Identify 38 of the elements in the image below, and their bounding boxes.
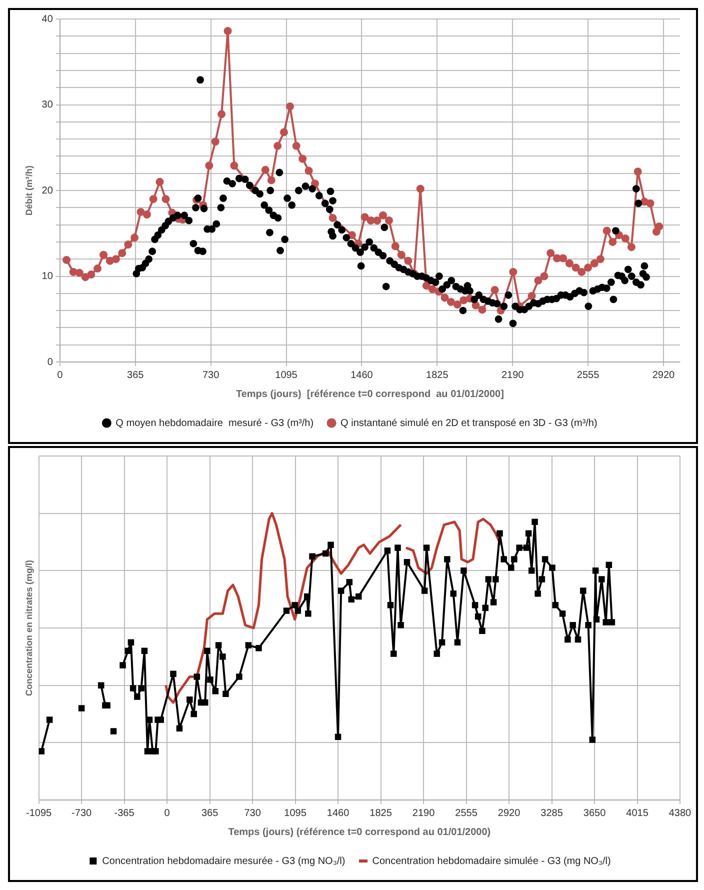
x-tick-label: 3650 — [583, 808, 606, 819]
x-tick-label: 3285 — [540, 808, 564, 819]
y-axis-title: Débit (m³/h) — [24, 166, 34, 216]
x-tick-label: 1460 — [326, 808, 350, 819]
x-tick-label: 1825 — [426, 370, 449, 381]
legend-label: Q instantané simulé en 2D et transposé en 3D - G3 (m³/h) — [340, 418, 598, 429]
y-tick-label: 20 — [42, 185, 54, 196]
legend-label: Q moyen hebdomadaire mesuré - G3 (m³/h) — [116, 418, 314, 429]
x-tick-label: 2555 — [455, 808, 478, 819]
x-tick-label: -1095 — [26, 808, 52, 819]
y-axis-title: Concentration en nitrates (mg/l) — [24, 560, 34, 696]
x-axis-title: Temps (jours) (référence t=0 correspond au 01/01/2000) — [228, 826, 491, 838]
y-tick-label: 0 — [47, 356, 54, 368]
x-tick-label: 1095 — [275, 370, 298, 381]
legend-label: Concentration hebdomadaire mesurée - G3 (mg NO₃/l) — [102, 856, 346, 867]
x-tick-label: 730 — [244, 808, 262, 819]
x-tick-label: 0 — [164, 808, 170, 819]
x-tick-label: 730 — [202, 370, 220, 381]
x-tick-label: 2190 — [501, 370, 524, 381]
x-tick-label: 365 — [201, 808, 219, 819]
x-tick-label: 1460 — [350, 370, 374, 381]
x-tick-label: 4015 — [626, 808, 649, 819]
x-tick-label: 2190 — [412, 808, 436, 819]
x-tick-label: 365 — [127, 370, 144, 381]
x-tick-label: 1095 — [284, 808, 307, 819]
y-tick-label: 40 — [42, 14, 54, 25]
x-tick-label: 1825 — [370, 808, 392, 819]
y-tick-label: 30 — [42, 100, 54, 110]
x-tick-label: 0 — [57, 370, 64, 381]
x-tick-label: -365 — [114, 808, 135, 819]
x-tick-label: 2555 — [576, 370, 600, 381]
x-tick-label: 2920 — [498, 808, 521, 819]
legend-label: Concentration hebdomadaire simulée - G3 (mg NO₃/l) — [372, 856, 611, 867]
x-tick-label: -730 — [72, 808, 92, 819]
x-axis-title: Temps (jours) [référence t=0 correspond au 01/01/2000] — [236, 388, 504, 400]
x-tick-label: 2920 — [652, 370, 676, 381]
x-tick-label: 4380 — [668, 808, 692, 819]
y-tick-label: 10 — [42, 271, 54, 282]
